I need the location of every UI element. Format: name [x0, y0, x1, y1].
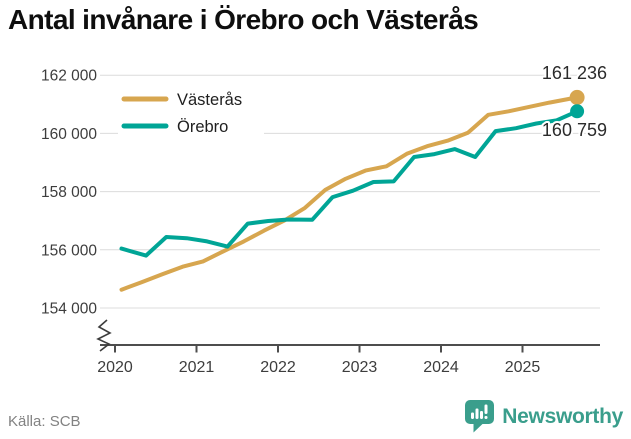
badge-bubble-shape: [465, 400, 495, 433]
legend: Västerås Örebro: [121, 91, 242, 136]
series-end-dots: [569, 89, 585, 119]
orebro-end-value-label: 160 759: [542, 120, 607, 140]
vasteras-legend-label: Västerås: [177, 91, 242, 109]
source-caption: Källa: SCB: [8, 413, 81, 430]
vasteras-line: [119, 95, 580, 292]
y-tick-label: 156 000: [41, 242, 97, 259]
y-axis-labels: 162 000 160 000 158 000 156 000 154 000: [41, 68, 97, 318]
x-tick-label: 2022: [260, 359, 296, 376]
y-tick-label: 154 000: [41, 301, 97, 318]
y-tick-label: 158 000: [41, 184, 97, 201]
newsworthy-badge-icon: [465, 400, 495, 433]
x-tick-label: 2024: [423, 359, 459, 376]
newsworthy-logo: Newsworthy: [465, 400, 623, 433]
newsworthy-wordmark: Newsworthy: [502, 404, 623, 428]
badge-bars-icon: [471, 404, 488, 419]
x-tick-label: 2023: [342, 359, 378, 376]
axis-break-icon: [96, 319, 112, 352]
series-lines: [119, 95, 580, 292]
x-axis-labels: 2020 2021 2022 2023 2024 2025: [97, 359, 540, 376]
chart-title: Antal invånare i Örebro och Västerås: [8, 4, 479, 35]
orebro-line: [119, 109, 580, 258]
orebro-legend-label: Örebro: [177, 118, 228, 136]
x-axis-ticks: [114, 345, 524, 353]
vasteras-end-dot: [569, 89, 585, 105]
y-tick-label: 162 000: [41, 68, 97, 85]
x-tick-label: 2021: [179, 359, 215, 376]
legend-background: [118, 84, 264, 142]
orebro-end-dot: [570, 104, 585, 119]
y-tick-label: 160 000: [41, 126, 97, 143]
x-tick-label: 2025: [505, 359, 541, 376]
x-tick-label: 2020: [97, 359, 133, 376]
vasteras-end-value-label: 161 236: [542, 63, 607, 83]
